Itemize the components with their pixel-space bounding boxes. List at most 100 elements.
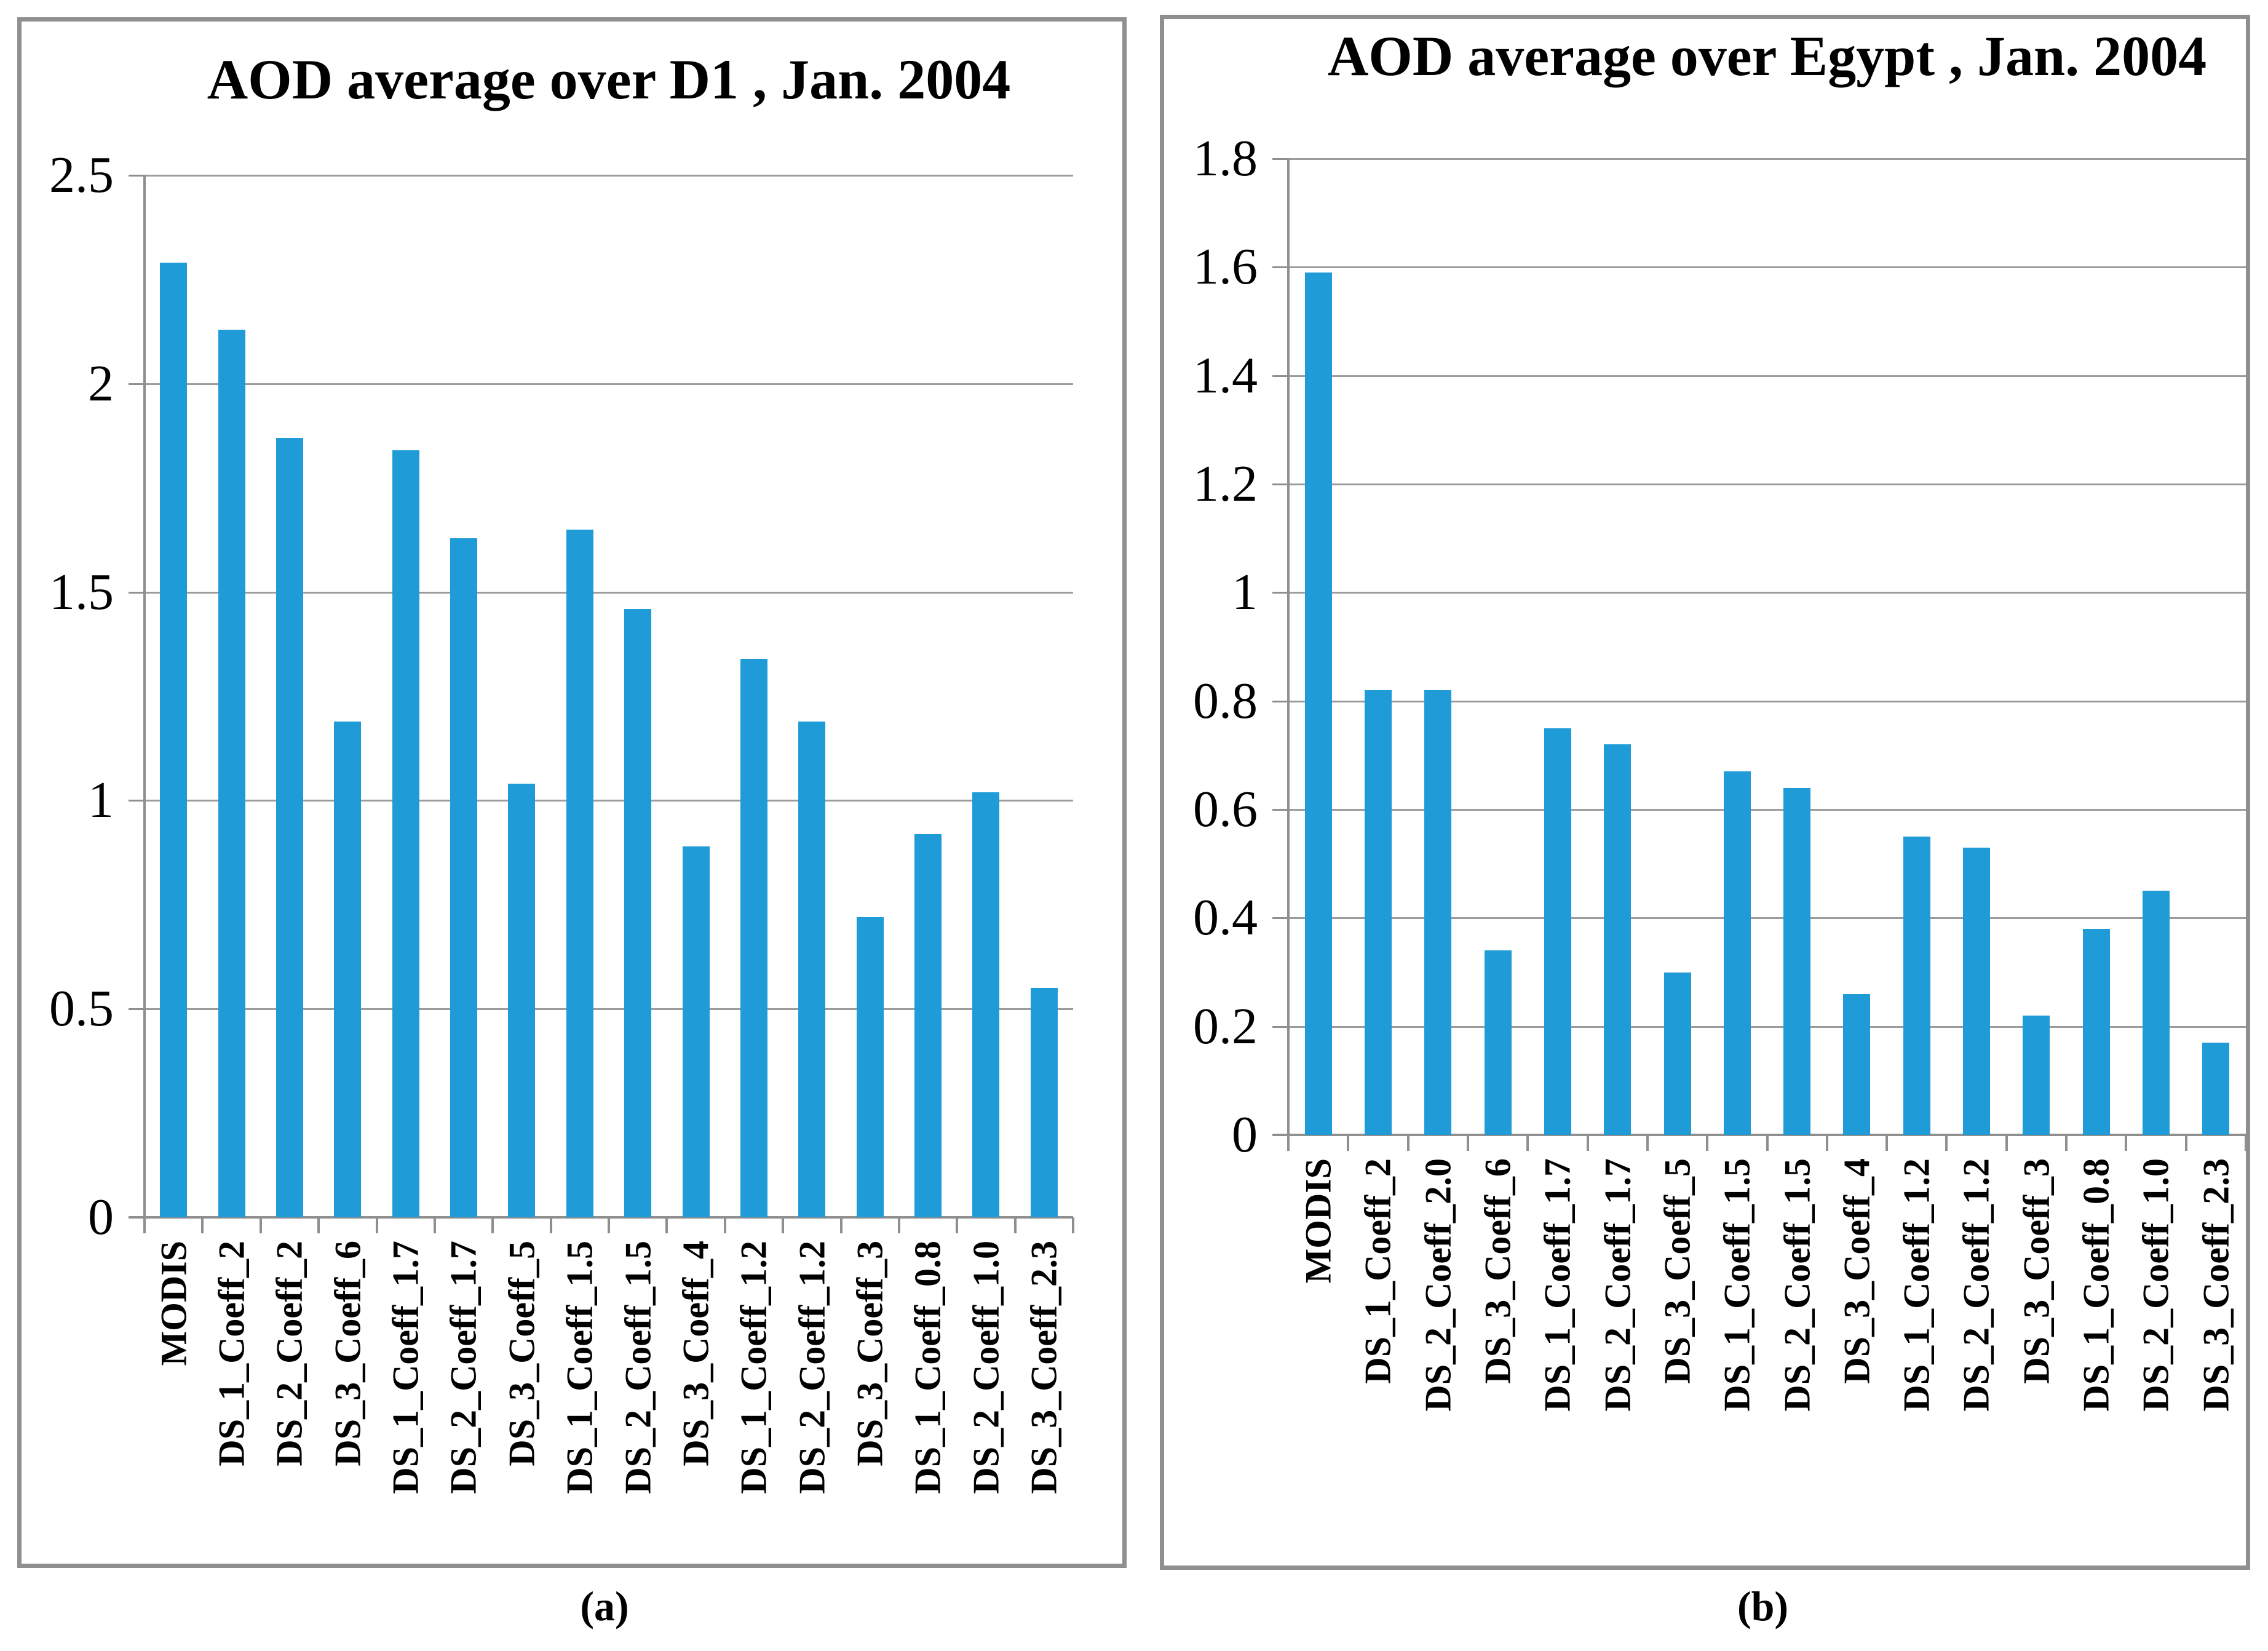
x-axis-tick [608, 1217, 610, 1233]
y-axis-tick-label: 1 [1232, 563, 1258, 621]
gridline [145, 800, 1073, 802]
bar [1544, 728, 1571, 1135]
subfigure-caption-a: (a) [580, 1583, 629, 1629]
y-axis-tick [1272, 1025, 1288, 1028]
x-axis-label: DS_1_Coeff_1.7 [1537, 1158, 1578, 1412]
x-axis-label: DS_2_Coeff_1.5 [617, 1241, 659, 1494]
x-axis-label: DS_3_Coeff_6 [327, 1241, 368, 1466]
x-axis-tick [2005, 1135, 2008, 1151]
x-axis-tick [549, 1217, 552, 1233]
gridline [1288, 483, 2246, 485]
gridline [1288, 158, 2246, 160]
y-axis-tick [1272, 592, 1288, 594]
y-axis-tick [129, 800, 145, 802]
y-axis-tick-label: 1.8 [1193, 130, 1258, 187]
x-axis-tick [2245, 1135, 2247, 1151]
bar [1364, 690, 1392, 1135]
x-axis-label: DS_2_Coeff_1.0 [965, 1241, 1007, 1494]
x-axis-tick [201, 1217, 204, 1233]
x-axis-label: DS_1_Coeff_2 [211, 1241, 252, 1466]
x-axis-label: DS_2_Coeff_1.2 [1956, 1158, 1997, 1412]
bar [914, 833, 942, 1217]
x-axis-tick [1347, 1135, 1350, 1151]
gridline [145, 591, 1073, 594]
chart-panel-b: AOD average over Egypt , Jan. 2004 0 0.2 0… [1160, 15, 2250, 1570]
x-axis-tick [1072, 1217, 1074, 1233]
y-axis-tick-label: 1.4 [1193, 346, 1258, 404]
bar [682, 846, 710, 1217]
y-axis-tick-label: 0.8 [1193, 672, 1258, 730]
bar [1304, 273, 1332, 1135]
x-axis-tick [1013, 1217, 1017, 1233]
y-axis-tick-label: 1 [88, 771, 114, 829]
x-axis-label: DS_2_Coeff_1.0 [2136, 1158, 2177, 1412]
gridline [1288, 375, 2246, 377]
x-axis-label: DS_2_Coeff_1.5 [1777, 1158, 1818, 1412]
x-axis-tick [2065, 1135, 2068, 1151]
x-axis-label: DS_2_Coeff_2 [269, 1241, 310, 1466]
bar [218, 329, 245, 1217]
bar [1604, 744, 1632, 1135]
bar [1030, 988, 1058, 1217]
x-axis-tick [491, 1217, 494, 1233]
y-axis-tick [129, 591, 145, 594]
y-axis-tick-label: 0.6 [1193, 781, 1258, 838]
x-axis-label: DS_2_Coeff_1.2 [791, 1241, 833, 1494]
x-axis-tick [723, 1217, 726, 1233]
bar [2082, 928, 2110, 1135]
gridline [1288, 1025, 2246, 1028]
x-axis-tick [2125, 1135, 2128, 1151]
x-axis-tick [897, 1217, 900, 1233]
x-axis-tick [1885, 1135, 1889, 1151]
x-axis-tick [1825, 1135, 1828, 1151]
x-axis-label: DS_1_Coeff_1.7 [385, 1241, 426, 1494]
x-axis-label: DS_3_Coeff_2.3 [1023, 1241, 1065, 1494]
gridline [145, 1008, 1073, 1011]
bar [856, 917, 884, 1217]
bar [972, 792, 1000, 1217]
gridline [145, 175, 1073, 177]
bar [566, 529, 593, 1217]
x-axis-tick [1406, 1135, 1410, 1151]
bar [1484, 950, 1512, 1135]
x-axis-label: DS_2_Coeff_2.0 [1418, 1158, 1459, 1412]
x-axis-label: DS_3_Coeff_4 [675, 1241, 716, 1466]
chart-panel-a: AOD average over D1 , Jan. 2004 0 0.5 1 1.5… [17, 17, 1127, 1568]
x-axis-tick [1766, 1135, 1769, 1151]
y-axis-tick-label: 1.2 [1193, 455, 1258, 512]
x-axis-label: DS_3_Coeff_2.3 [2195, 1158, 2237, 1412]
x-axis-tick [1646, 1135, 1649, 1151]
gridline [1288, 266, 2246, 269]
x-axis-tick [2184, 1135, 2187, 1151]
bar [1843, 993, 1871, 1135]
bar [2143, 891, 2170, 1135]
bar [1424, 690, 1452, 1135]
bar [276, 437, 303, 1217]
x-axis-label: DS_1_Coeff_1.2 [733, 1241, 774, 1494]
x-axis-label: DS_1_Coeff_1.5 [559, 1241, 600, 1494]
gridline [145, 383, 1073, 385]
gridline [1288, 809, 2246, 811]
x-axis-line [129, 1216, 1073, 1219]
x-axis-tick [1586, 1135, 1589, 1151]
y-axis-tick-label: 0 [88, 1188, 114, 1246]
x-axis-tick [433, 1217, 436, 1233]
chart-title-a: AOD average over D1 , Jan. 2004 [207, 48, 1011, 111]
y-axis-tick [1272, 266, 1288, 269]
subfigure-caption-b: (b) [1737, 1583, 1789, 1629]
bar [2202, 1043, 2230, 1135]
y-axis-line [143, 175, 146, 1233]
bar [798, 721, 826, 1217]
x-axis-label: MODIS [1298, 1158, 1339, 1284]
x-axis-label: DS_3_Coeff_3 [849, 1241, 890, 1466]
gridline [1288, 917, 2246, 920]
x-axis-label: DS_3_Coeff_4 [1836, 1158, 1877, 1384]
y-axis-tick-label: 2 [88, 354, 114, 412]
x-axis-label: DS_2_Coeff_1.7 [443, 1241, 485, 1494]
bar [2023, 1016, 2050, 1135]
bar [508, 784, 536, 1217]
x-axis-tick [317, 1217, 320, 1233]
x-axis-label: DS_1_Coeff_1.2 [1896, 1158, 1937, 1412]
bar [1963, 847, 1991, 1135]
y-axis-tick-label: 1.5 [49, 563, 114, 621]
